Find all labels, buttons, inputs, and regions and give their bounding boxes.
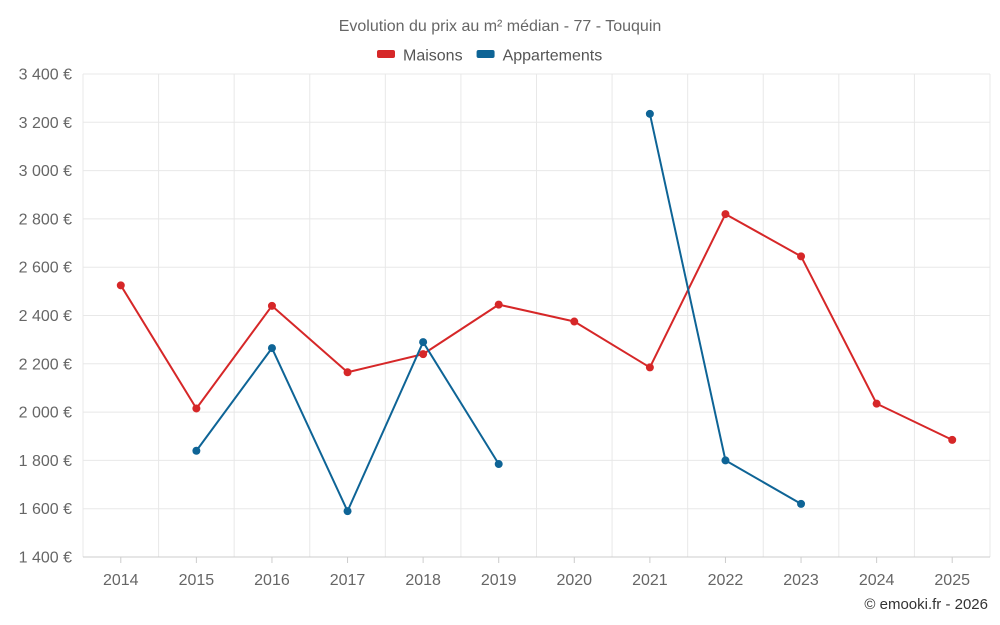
axes: 1 400 € 1 600 € 1 800 € 2 000 € 2 200 € 2 400… <box>19 67 990 589</box>
data-point-appartements <box>267 344 276 353</box>
x-tick-label: 2023 <box>783 572 819 589</box>
series-line-appartements <box>648 113 802 505</box>
data-point-appartements <box>343 507 352 516</box>
series-maisons <box>116 210 957 444</box>
y-tick-label: 1 400 € <box>19 550 72 567</box>
data-point-appartements <box>797 499 806 508</box>
data-point-appartements <box>645 109 654 118</box>
legend-swatch-appartements <box>476 50 495 58</box>
y-tick-label: 1 800 € <box>19 453 72 470</box>
y-tick-label: 2 600 € <box>19 260 72 277</box>
data-point-appartements <box>419 338 428 347</box>
data-point-maisons <box>570 317 579 326</box>
chart-title: Evolution du prix au m² médian - 77 - To… <box>339 18 662 35</box>
legend: Maisons Appartements <box>377 48 602 65</box>
legend-swatch-maisons <box>377 50 395 58</box>
y-tick-label: 2 200 € <box>19 356 72 373</box>
data-point-maisons <box>343 368 352 377</box>
legend-label-maisons: Maisons <box>403 48 463 65</box>
data-point-maisons <box>192 404 201 413</box>
legend-item-maisons: Maisons <box>377 48 463 65</box>
data-point-appartements <box>721 456 730 465</box>
data-point-maisons <box>116 281 125 290</box>
data-point-maisons <box>419 350 428 359</box>
x-tick-label: 2015 <box>179 572 215 589</box>
legend-label-appartements: Appartements <box>503 48 603 65</box>
x-tick-label: 2017 <box>330 572 366 589</box>
credit-text: © emooki.fr - 2026 <box>864 596 988 613</box>
x-tick-label: 2018 <box>405 572 441 589</box>
x-tick-label: 2022 <box>708 572 744 589</box>
legend-item-appartements: Appartements <box>476 48 603 65</box>
y-tick-label: 1 600 € <box>19 501 72 518</box>
x-tick-label: 2014 <box>103 572 139 589</box>
y-tick-label: 3 400 € <box>19 67 72 84</box>
x-tick-label: 2019 <box>481 572 517 589</box>
x-tick-label: 2025 <box>934 572 970 589</box>
y-tick-label: 2 400 € <box>19 308 72 325</box>
y-tick-label: 2 000 € <box>19 405 72 422</box>
x-tick-label: 2024 <box>859 572 895 589</box>
series-line-maisons <box>119 213 953 441</box>
series-appartements <box>192 109 806 516</box>
grid <box>82 73 991 557</box>
data-point-maisons <box>494 300 503 309</box>
series-line-appartements <box>195 341 500 513</box>
x-tick-label: 2016 <box>254 572 290 589</box>
y-tick-label: 3 200 € <box>19 115 72 132</box>
data-point-maisons <box>948 435 957 444</box>
x-tick-label: 2021 <box>632 572 668 589</box>
data-point-maisons <box>721 210 730 219</box>
data-point-maisons <box>267 301 276 310</box>
x-tick-label: 2020 <box>556 572 592 589</box>
data-point-maisons <box>872 399 881 408</box>
y-tick-label: 2 800 € <box>19 211 72 228</box>
data-point-appartements <box>494 460 503 469</box>
series-layer <box>116 109 957 516</box>
data-point-appartements <box>192 446 201 455</box>
y-tick-label: 3 000 € <box>19 163 72 180</box>
data-point-maisons <box>797 252 806 261</box>
data-point-maisons <box>645 363 654 372</box>
